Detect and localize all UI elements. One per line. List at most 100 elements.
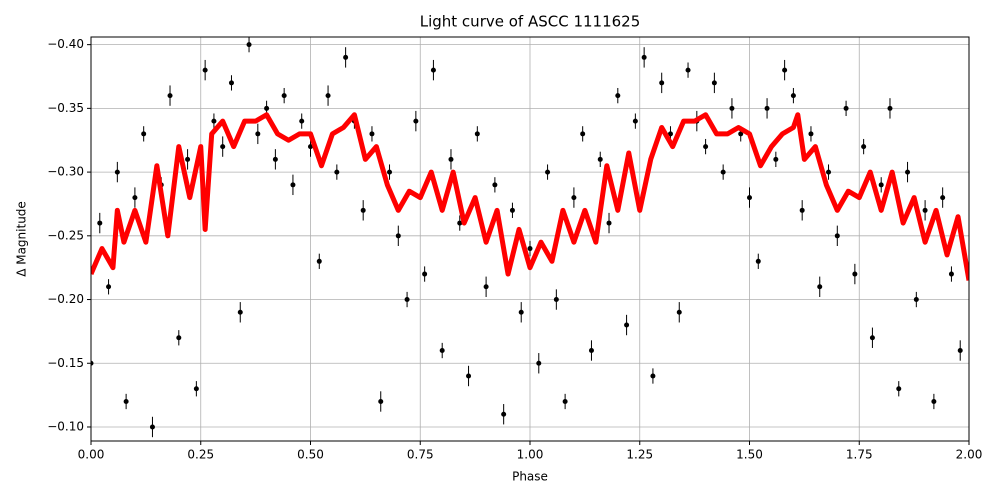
ticks: 0.00 0.25 0.50 0.75 1.00 1.25 1.50 1.75 2.00 −0.1… — [47, 37, 982, 461]
x-tick-label: 0.75 — [407, 448, 434, 462]
data-point — [913, 297, 919, 303]
data-point — [316, 258, 322, 264]
data-point — [474, 131, 480, 137]
data-point — [325, 93, 331, 99]
x-tick-label: 1.75 — [846, 448, 873, 462]
data-point — [281, 93, 287, 99]
data-point — [650, 373, 656, 379]
data-point — [123, 398, 129, 404]
data-point — [255, 131, 261, 137]
data-point — [114, 169, 120, 175]
data-point — [237, 309, 243, 315]
x-tick-label: 0.00 — [78, 448, 105, 462]
data-point — [176, 335, 182, 341]
data-point — [905, 169, 911, 175]
data-point — [711, 80, 717, 86]
data-point — [861, 144, 867, 150]
data-point — [220, 144, 226, 150]
data-point — [141, 131, 147, 137]
data-point — [369, 131, 375, 137]
data-point — [299, 118, 305, 124]
data-point — [782, 67, 788, 73]
data-point — [264, 105, 270, 111]
data-point — [676, 309, 682, 315]
data-point — [808, 131, 814, 137]
data-point — [773, 156, 779, 162]
y-tick-label: −0.35 — [47, 101, 84, 115]
data-point — [580, 131, 586, 137]
data-point — [606, 220, 612, 226]
model-curve — [91, 112, 969, 281]
data-point — [790, 93, 796, 99]
x-tick-label: 1.50 — [736, 448, 763, 462]
data-point — [466, 373, 472, 379]
data-point — [834, 233, 840, 239]
data-point — [457, 220, 463, 226]
data-point — [290, 182, 296, 188]
data-point — [193, 386, 199, 392]
data-point — [308, 144, 313, 150]
y-tick-label: −0.25 — [47, 228, 84, 242]
data-point — [641, 54, 647, 60]
data-point — [632, 118, 638, 124]
data-point — [501, 411, 507, 417]
plot-area — [91, 37, 969, 438]
data-point — [246, 42, 252, 48]
data-point — [624, 322, 630, 328]
data-point — [817, 284, 823, 290]
data-point — [211, 118, 217, 124]
data-point — [272, 156, 278, 162]
data-point — [185, 156, 191, 162]
data-point — [869, 335, 875, 341]
data-point — [667, 131, 673, 137]
data-point — [536, 360, 542, 366]
data-point — [597, 156, 603, 162]
data-point — [887, 105, 893, 111]
y-tick-label: −0.10 — [47, 419, 84, 433]
data-point — [878, 182, 884, 188]
data-point — [404, 297, 410, 303]
data-point — [615, 93, 621, 99]
data-point — [553, 297, 559, 303]
data-point — [957, 348, 963, 354]
y-tick-label: −0.20 — [47, 292, 84, 306]
data-point — [755, 258, 761, 264]
data-point — [91, 360, 94, 366]
data-point — [659, 80, 665, 86]
x-tick-label: 2.00 — [956, 448, 983, 462]
data-point — [509, 207, 515, 213]
data-point — [518, 309, 524, 315]
data-point — [430, 67, 436, 73]
data-point — [799, 207, 805, 213]
data-point — [852, 271, 858, 277]
data-point — [422, 271, 428, 277]
data-point — [395, 233, 401, 239]
data-point — [448, 156, 454, 162]
data-point — [132, 195, 138, 201]
data-point — [764, 105, 770, 111]
data-point — [931, 398, 937, 404]
chart-title: Light curve of ASCC 1111625 — [420, 13, 641, 31]
x-axis-label: Phase — [512, 470, 548, 484]
data-point — [843, 105, 849, 111]
data-point — [922, 207, 928, 213]
data-point — [334, 169, 340, 175]
data-point — [562, 398, 568, 404]
data-point — [747, 195, 752, 201]
data-point — [527, 246, 533, 252]
x-tick-label: 0.50 — [297, 448, 324, 462]
data-point — [439, 348, 445, 354]
data-point — [571, 195, 577, 201]
data-point — [483, 284, 489, 290]
data-point — [343, 54, 349, 60]
data-point — [729, 105, 735, 111]
y-tick-label: −0.30 — [47, 165, 84, 179]
x-tick-label: 1.00 — [517, 448, 544, 462]
data-point — [703, 144, 709, 150]
x-tick-label: 1.25 — [626, 448, 653, 462]
y-tick-label: −0.40 — [47, 37, 84, 51]
x-tick-label: 0.25 — [187, 448, 214, 462]
data-point — [360, 207, 366, 213]
data-point — [228, 80, 234, 86]
